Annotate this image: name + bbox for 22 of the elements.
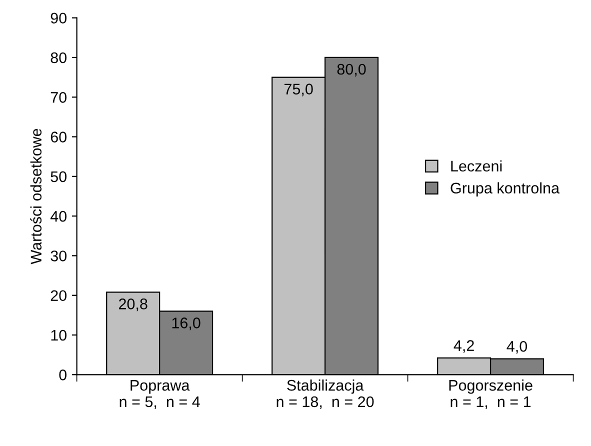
data-label: 75,0 (284, 84, 313, 96)
x-tick-label: Pogorszenie n = 1, n = 1 (449, 380, 532, 409)
y-tick-label: 30 (50, 250, 67, 262)
x-tick-label: Stabilizacja n = 18, n = 20 (276, 380, 374, 409)
y-tick-label: 10 (51, 330, 67, 341)
x-tick-label: Poprawa n = 5, n = 4 (120, 380, 200, 409)
y-tick-label: 0 (59, 370, 67, 380)
y-tick-label: 80 (50, 52, 67, 64)
y-tick-label: 20 (50, 290, 67, 302)
data-label: 20,8 (118, 298, 148, 312)
y-tick-label: 50 (50, 171, 67, 182)
y-tick-label: 70 (50, 92, 67, 103)
legend-label: Grupa kontrolna (450, 182, 560, 197)
data-label: 80,0 (337, 64, 366, 76)
legend-label: Leczeni (451, 160, 502, 172)
data-label: 4,0 (506, 340, 528, 354)
data-label: 16,0 (172, 318, 200, 330)
data-label: 4,2 (454, 340, 474, 353)
y-axis-title: Wartości odsetkowe (30, 128, 42, 264)
y-tick-label: 90 (50, 12, 67, 24)
y-tick-label: 60 (50, 132, 67, 142)
y-tick-label: 40 (50, 210, 67, 222)
